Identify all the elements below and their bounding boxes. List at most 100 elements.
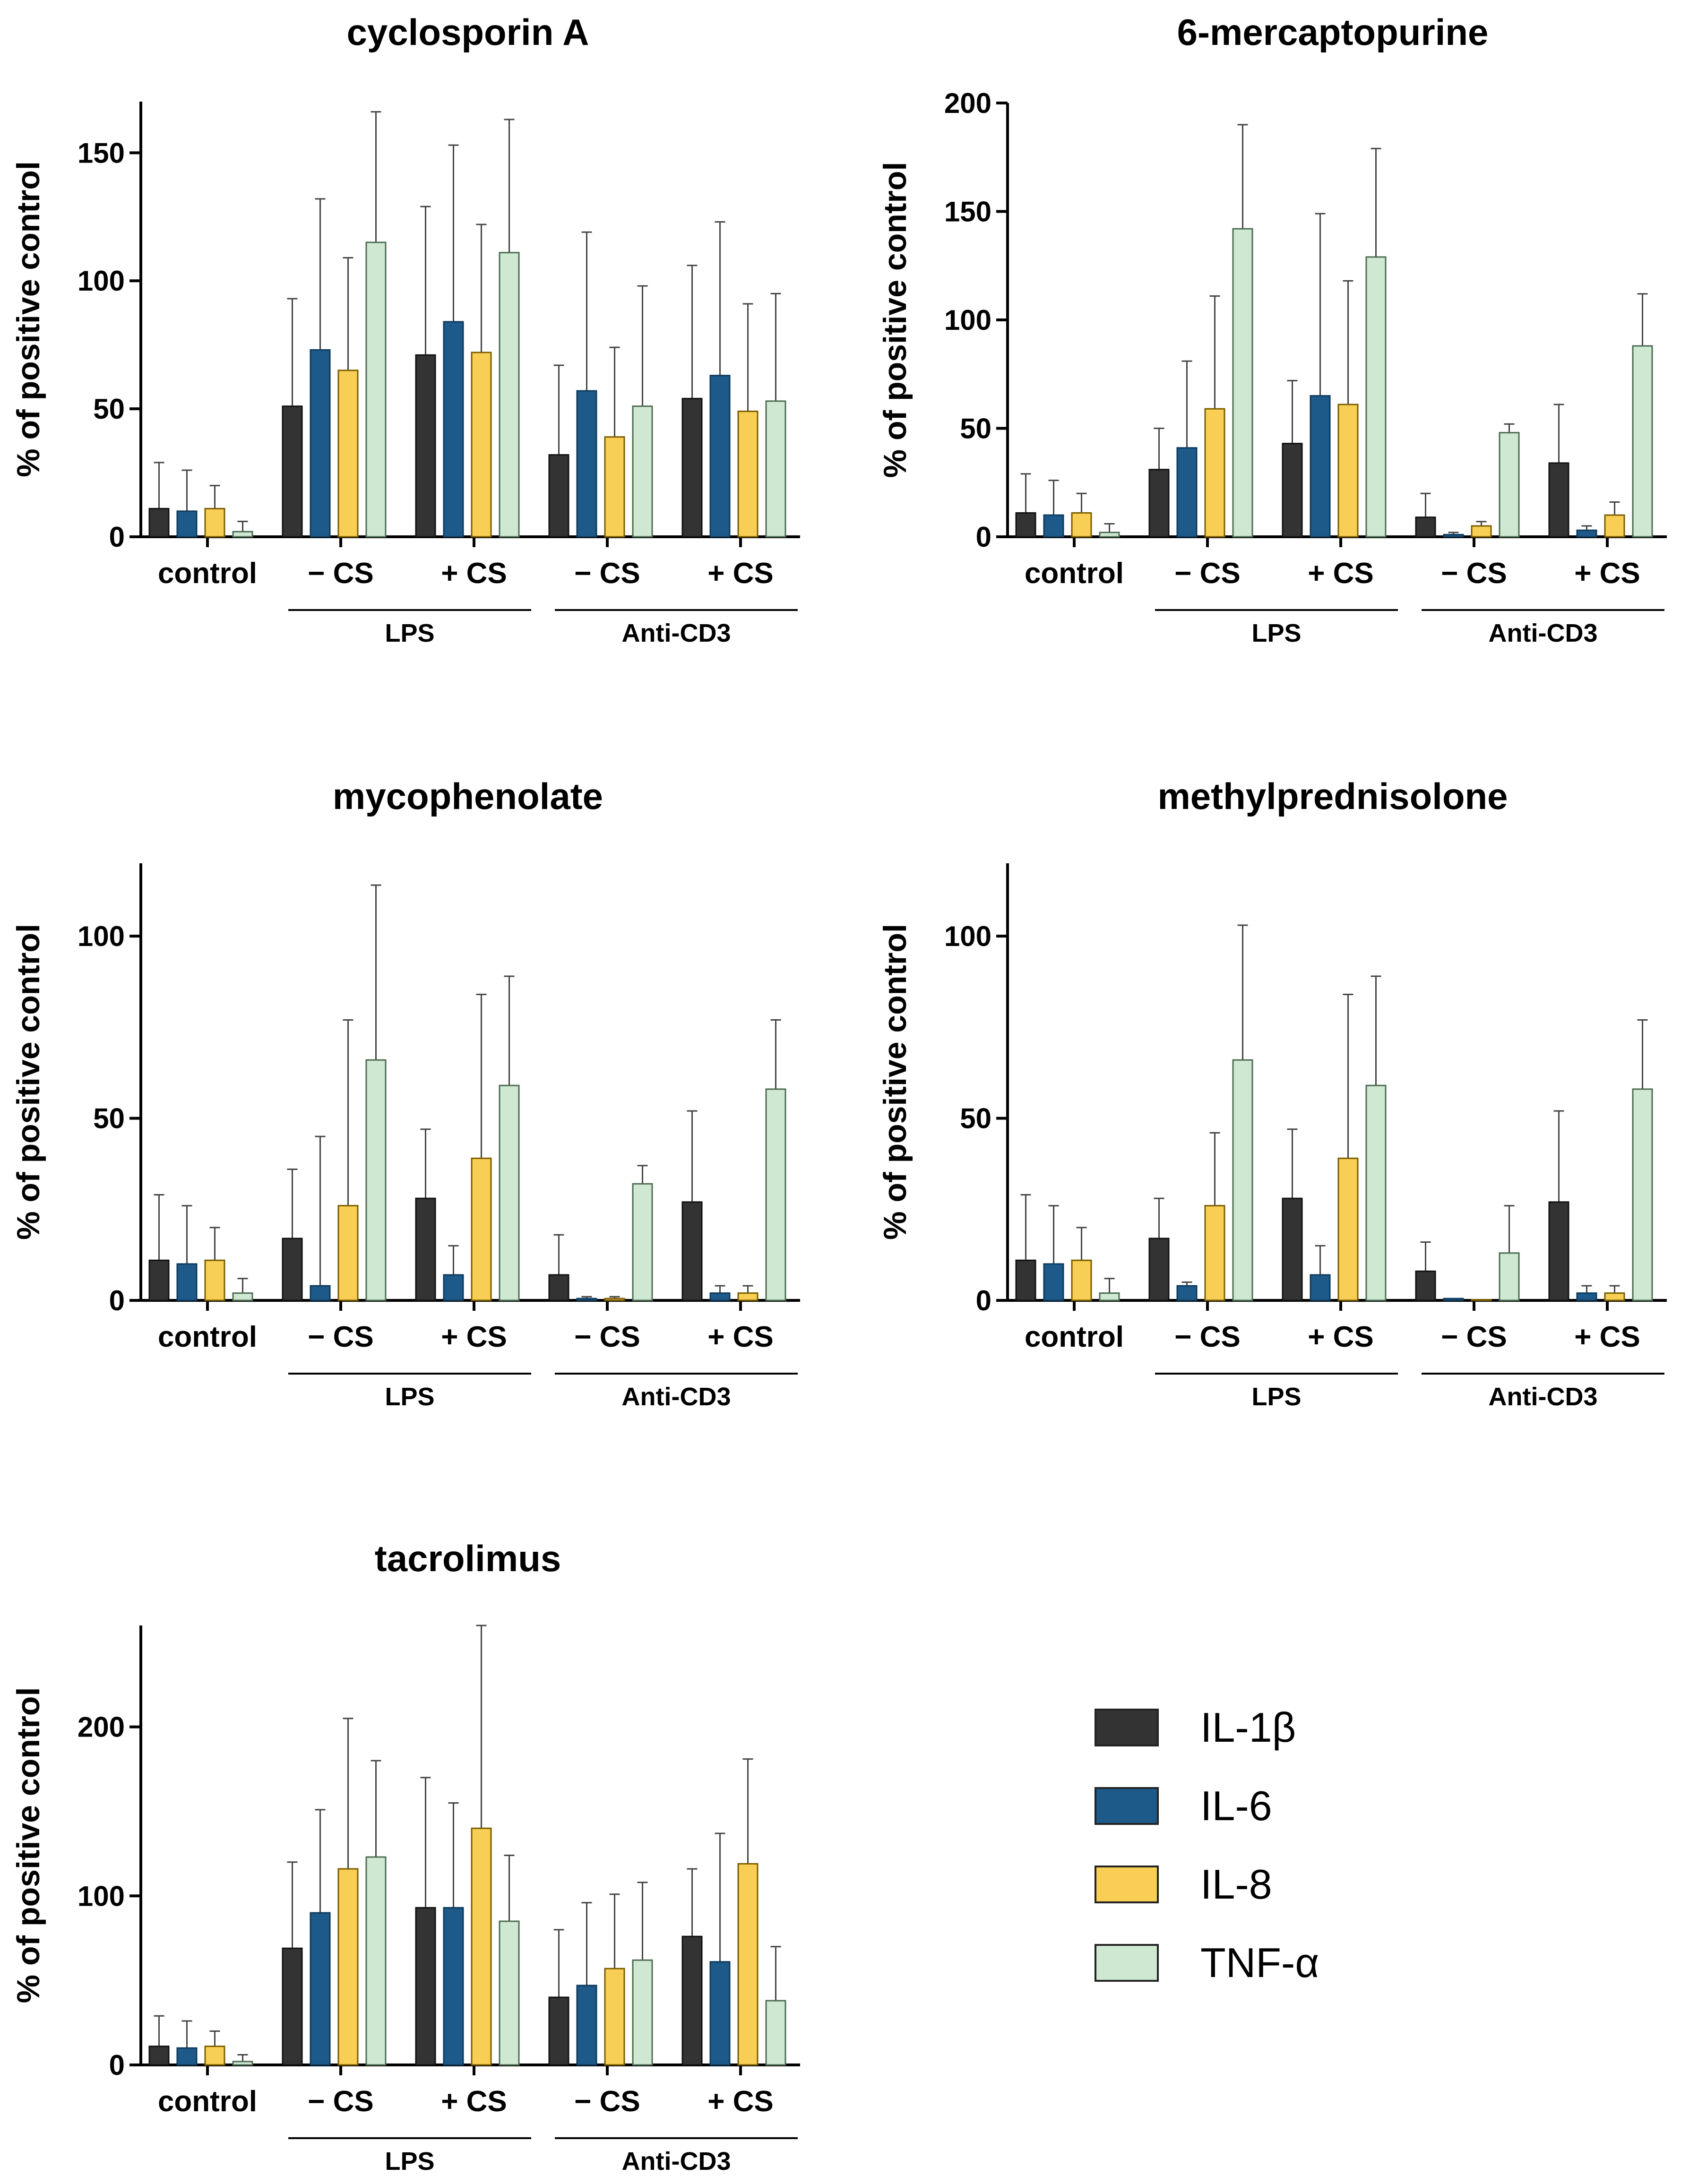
bar-TNF-α	[1099, 1292, 1120, 1301]
bar-IL-8	[471, 1157, 492, 1301]
chart-panel-2: 6-mercaptopurine % of positive control 0 50…	[877, 11, 1667, 647]
bar-TNF-α	[632, 1959, 653, 2066]
group-label: Anti-CD3	[622, 619, 731, 647]
legend-label: TNF-α	[1200, 1939, 1319, 1986]
bar-TNF-α	[1499, 432, 1520, 538]
bar-IL-6	[1443, 1298, 1464, 1301]
bar-IL-6	[709, 1292, 731, 1301]
x-category-label: + CS	[707, 2085, 774, 2118]
bar-IL-6	[310, 1912, 331, 2066]
x-category-label: control	[158, 1321, 257, 1353]
y-tick-label: 100	[944, 920, 991, 952]
x-category-label: − CS	[574, 2085, 640, 2118]
bar-TNF-α	[232, 531, 253, 538]
y-tick-label: 150	[944, 196, 991, 228]
bar-TNF-α	[365, 1059, 387, 1301]
bar-TNF-α	[232, 2061, 253, 2066]
legend-swatch	[1095, 1709, 1159, 1746]
x-category-label: + CS	[441, 1321, 507, 1353]
bar-IL-1β	[1282, 1197, 1303, 1301]
y-tick-label: 0	[109, 1285, 125, 1316]
group-label: Anti-CD3	[622, 2147, 731, 2175]
bar-IL-8	[604, 1968, 625, 2066]
x-category-label: control	[1025, 557, 1124, 590]
x-category-label: control	[1025, 1321, 1124, 1353]
bar-IL-6	[576, 390, 597, 538]
bar-TNF-α	[1232, 1059, 1253, 1301]
y-axis-label: % of positive control	[877, 924, 913, 1240]
x-category-label: − CS	[1174, 1321, 1241, 1353]
bar-IL-8	[1071, 1259, 1092, 1301]
bar-IL-8	[1071, 512, 1092, 538]
bar-IL-6	[1043, 1263, 1064, 1301]
group-label: Anti-CD3	[1489, 1383, 1598, 1411]
x-category-label: + CS	[441, 557, 507, 590]
x-category-label: − CS	[1441, 557, 1507, 590]
bar-IL-1β	[681, 397, 703, 538]
legend-swatch	[1095, 1787, 1159, 1825]
bar-IL-8	[737, 411, 759, 538]
bar-IL-8	[1604, 1292, 1625, 1301]
y-tick-label: 0	[109, 521, 125, 553]
legend-swatch	[1095, 1944, 1159, 1982]
bar-IL-8	[1204, 1205, 1225, 1301]
bar-IL-1β	[1015, 1259, 1036, 1301]
bar-IL-6	[1176, 447, 1198, 538]
bar-IL-1β	[148, 2046, 170, 2066]
y-tick-label: 100	[944, 304, 991, 336]
bar-TNF-α	[1232, 228, 1253, 538]
group-label: LPS	[385, 619, 434, 647]
x-category-label: + CS	[1308, 557, 1374, 590]
bar-TNF-α	[765, 400, 786, 538]
bar-IL-8	[1471, 1299, 1492, 1301]
bar-TNF-α	[1632, 1088, 1653, 1301]
bar-IL-1β	[1548, 462, 1569, 538]
x-category-label: + CS	[441, 2085, 507, 2118]
bar-IL-8	[471, 1827, 492, 2066]
y-axis-label: % of positive control	[10, 1687, 46, 2003]
bar-IL-8	[1604, 514, 1625, 538]
x-category-label: − CS	[308, 1321, 374, 1353]
bar-IL-6	[443, 1274, 464, 1301]
bar-IL-8	[737, 1292, 759, 1301]
group-label: Anti-CD3	[1489, 619, 1598, 647]
bar-IL-6	[443, 321, 464, 538]
bar-IL-1β	[681, 1201, 703, 1301]
bar-IL-1β	[548, 454, 569, 538]
bar-TNF-α	[765, 2000, 786, 2066]
bar-IL-8	[204, 507, 225, 538]
bar-TNF-α	[232, 1292, 253, 1301]
bar-IL-8	[337, 370, 359, 538]
bar-TNF-α	[1632, 345, 1653, 538]
bar-IL-6	[1310, 1274, 1331, 1301]
legend-label: IL-8	[1200, 1861, 1272, 1908]
bar-IL-1β	[148, 1259, 170, 1301]
bar-IL-6	[310, 1285, 331, 1301]
bar-IL-6	[176, 510, 198, 538]
y-tick-label: 100	[78, 920, 125, 952]
y-tick-label: 0	[976, 1285, 991, 1316]
bar-IL-1β	[548, 1274, 569, 1301]
bar-IL-1β	[282, 1947, 303, 2066]
x-category-label: + CS	[1574, 557, 1640, 590]
y-tick-label: 50	[93, 1103, 125, 1135]
y-tick-label: 50	[93, 393, 125, 425]
y-tick-label: 50	[960, 413, 991, 445]
group-label: LPS	[385, 1383, 434, 1411]
x-category-label: control	[158, 557, 257, 590]
bar-IL-6	[1176, 1285, 1198, 1301]
bar-IL-6	[576, 1985, 597, 2066]
legend: IL-1β IL-6 IL-8 TNF-α	[1095, 1704, 1319, 1986]
y-tick-label: 150	[78, 137, 125, 169]
bar-IL-8	[737, 1863, 759, 2066]
chart-title: 6-mercaptopurine	[1177, 11, 1489, 53]
x-category-label: − CS	[1174, 557, 1241, 590]
y-tick-label: 50	[960, 1103, 991, 1135]
group-label: LPS	[1251, 1383, 1301, 1411]
chart-title: cyclosporin A	[347, 11, 589, 53]
y-axis-label: % of positive control	[10, 924, 46, 1240]
chart-panel-1: cyclosporin A % of positive control 0 50 100…	[10, 11, 800, 647]
bar-IL-1β	[681, 1935, 703, 2066]
x-category-label: − CS	[574, 557, 640, 590]
